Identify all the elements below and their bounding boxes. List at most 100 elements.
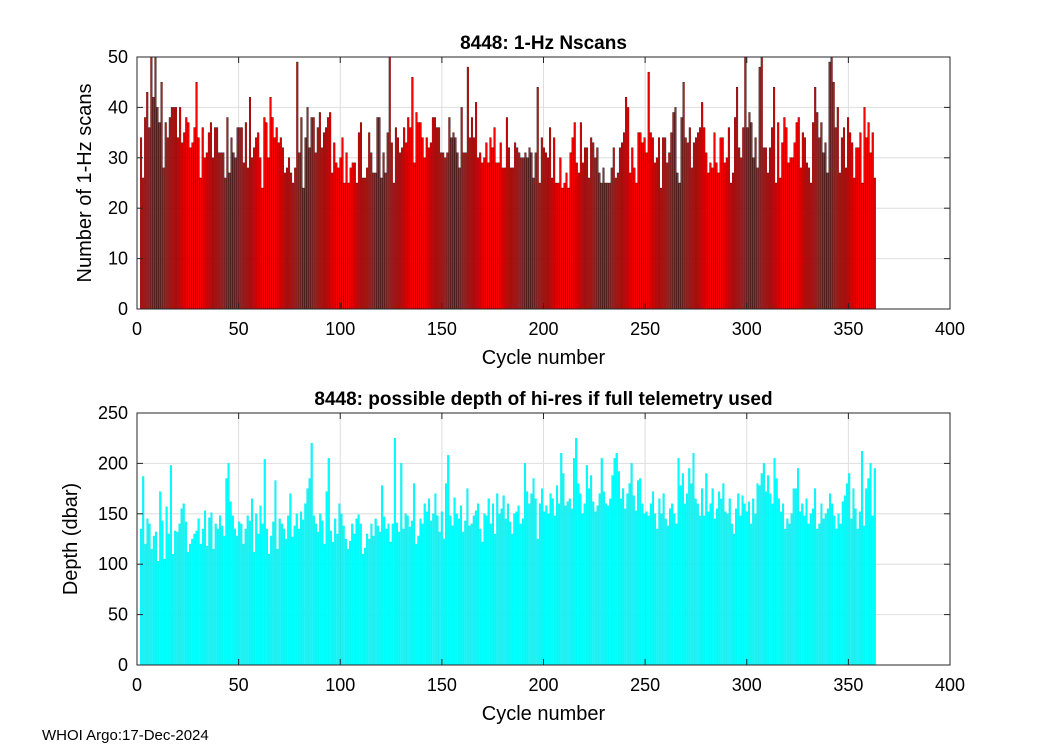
chart1-bar	[438, 127, 441, 310]
chart1-bar	[660, 187, 663, 310]
chart2-bar	[214, 523, 217, 666]
chart1-bar	[226, 117, 229, 310]
chart2-bar	[212, 548, 215, 666]
chart1-bar	[707, 172, 710, 310]
chart2-bar	[611, 475, 614, 666]
chart2-bar	[564, 505, 567, 666]
chart1-bar	[248, 97, 251, 310]
chart1-bar	[156, 107, 159, 310]
chart2-bar	[758, 485, 761, 666]
chart1-bar	[516, 147, 519, 310]
chart2-bar	[799, 511, 802, 666]
chart2-bar	[336, 533, 339, 666]
chart1-bar	[212, 157, 214, 310]
chart2-bar	[735, 508, 738, 666]
chart1-bar	[415, 112, 418, 310]
chart2-bar	[730, 523, 733, 666]
chart1-ytick-label: 30	[108, 148, 128, 168]
chart2-ytick-label: 150	[98, 504, 128, 524]
chart2-bar	[622, 488, 625, 666]
chart2-bar	[152, 535, 155, 666]
chart2-bar	[784, 528, 787, 666]
chart1-bar	[526, 157, 529, 310]
chart2-bar	[236, 535, 239, 666]
chart1-bar	[625, 97, 628, 310]
chart2-bar	[370, 523, 373, 666]
chart1-bar	[429, 142, 432, 310]
chart2-bar	[238, 521, 241, 666]
chart1-bar	[869, 152, 872, 310]
chart2-bar	[197, 518, 200, 666]
chart2-bar	[745, 511, 748, 666]
chart2-bar	[756, 483, 759, 666]
chart2-xtick-label: 0	[132, 675, 142, 695]
chart1-bar	[588, 177, 591, 310]
chart2-bar	[675, 523, 678, 666]
chart2-bar	[720, 498, 723, 666]
chart1-bar	[530, 152, 533, 310]
chart1-bar	[542, 147, 545, 310]
chart2-bar	[438, 531, 441, 666]
chart1-bar	[372, 172, 375, 310]
chart2-bar	[592, 501, 595, 666]
chart2-bar	[332, 541, 335, 666]
chart1-bar	[635, 182, 638, 310]
chart1-bar	[312, 117, 315, 310]
chart1-ylabel: Number of 1-Hz scans	[74, 84, 96, 283]
chart2-bar	[496, 493, 499, 666]
chart2-bar	[361, 553, 364, 666]
chart2-bar	[669, 508, 672, 666]
chart2-xtick-label: 200	[528, 675, 558, 695]
chart1	[136, 56, 951, 310]
chart1-bar	[614, 177, 617, 310]
chart2-bar	[357, 514, 360, 666]
chart1-bar	[544, 152, 547, 310]
chart2-bar	[381, 485, 384, 666]
chart2-bar	[562, 473, 565, 666]
chart2-bar	[470, 523, 473, 666]
chart2-bar	[679, 485, 682, 666]
chart1-bar	[555, 182, 558, 310]
chart2-bar	[146, 518, 149, 666]
chart1-bar	[489, 137, 492, 310]
chart1-bar	[440, 152, 443, 310]
chart1-bar	[655, 157, 658, 310]
chart1-bar	[518, 152, 521, 310]
chart2-bar	[434, 493, 437, 666]
chart1-bar	[727, 127, 730, 310]
chart1-bar	[236, 127, 239, 310]
chart2-bar	[280, 523, 283, 666]
chart1-bar	[384, 172, 387, 310]
chart1-bar	[709, 162, 712, 310]
chart1-bar	[183, 132, 186, 310]
chart2-bar	[632, 495, 635, 666]
chart2-bar	[775, 478, 778, 666]
chart2-bar	[654, 513, 657, 666]
chart2-bar	[193, 533, 196, 666]
chart2-bar	[692, 453, 695, 666]
chart1-ytick-label: 0	[118, 299, 128, 319]
chart2-bar	[837, 513, 840, 666]
chart2	[136, 412, 951, 666]
chart1-bar	[645, 152, 648, 310]
chart1-bar	[251, 157, 254, 310]
chart1-bar	[308, 147, 311, 310]
chart1-bar	[279, 137, 282, 310]
chart2-bar	[172, 553, 175, 666]
chart1-bar	[657, 137, 660, 310]
chart2-bar	[828, 493, 832, 666]
chart1-bar	[581, 162, 584, 310]
chart1-bar	[592, 142, 595, 310]
chart1-bar	[729, 182, 732, 310]
chart1-bar	[857, 147, 860, 310]
chart1-bar	[863, 107, 866, 310]
chart2-bar	[295, 513, 298, 666]
chart2-bar	[419, 518, 422, 666]
chart1-xtick-label: 250	[630, 319, 660, 339]
chart1-bar	[214, 127, 217, 310]
chart2-bar	[259, 505, 262, 666]
chart1-bar	[333, 142, 336, 310]
chart1-bar	[460, 107, 463, 310]
chart2-bar	[447, 455, 450, 666]
chart1-bar	[265, 122, 268, 310]
